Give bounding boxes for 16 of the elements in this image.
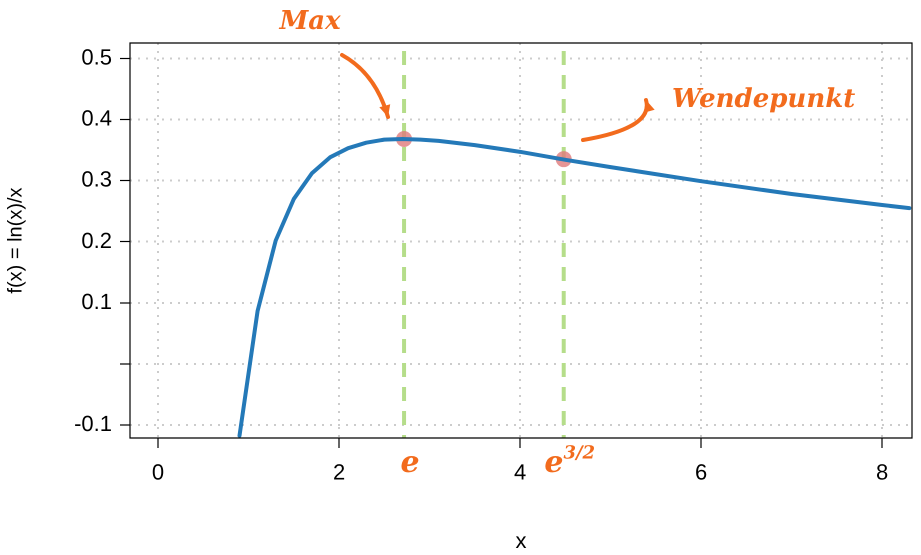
annotation: Wendepunkt <box>672 84 856 114</box>
x-tick-label: 6 <box>694 459 708 484</box>
x-tick-label: 4 <box>514 459 526 484</box>
ref-line-label: e <box>400 445 420 480</box>
y-tick-label: 0.2 <box>81 228 112 253</box>
y-axis-title: f(x) = ln(x)/x <box>4 187 27 294</box>
x-tick-label: 0 <box>152 459 164 484</box>
text: Max <box>278 6 342 36</box>
y-tick-label: -0.1 <box>74 411 112 436</box>
x-tick-label: 2 <box>332 459 346 484</box>
y-tick-label: 0.4 <box>81 105 112 130</box>
y-tick-label: 0.3 <box>81 166 112 192</box>
x-axis-title: x <box>516 528 526 553</box>
y-tick-label: 0.5 <box>81 44 112 70</box>
y-tick-label: 0.1 <box>81 288 112 314</box>
x-tick-label: 8 <box>876 459 888 484</box>
